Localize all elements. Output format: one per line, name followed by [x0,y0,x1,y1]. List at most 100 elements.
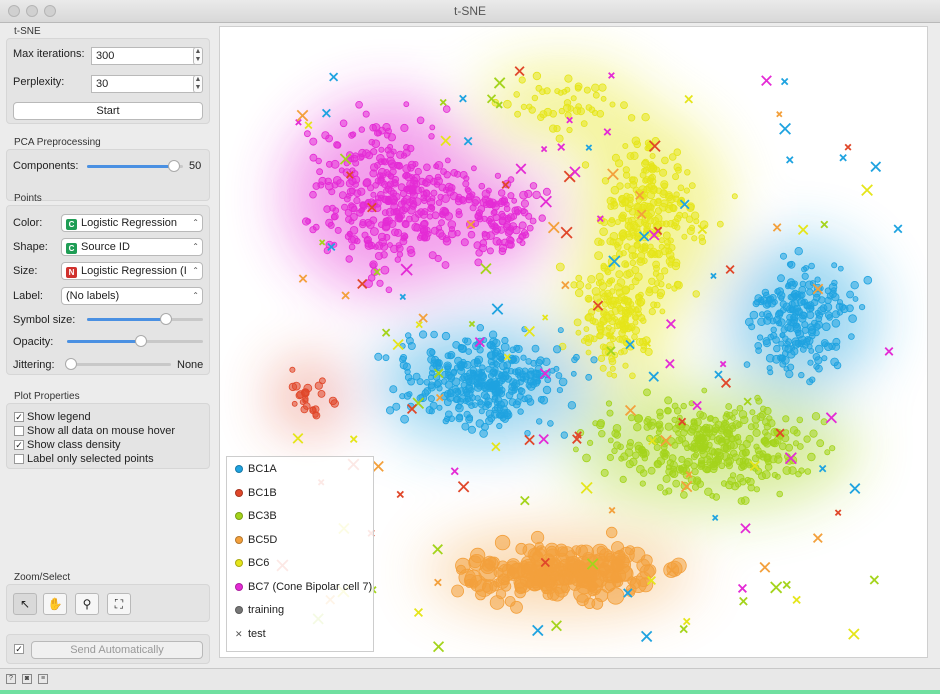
data-point [598,430,606,438]
data-point [338,191,347,200]
symbol-size-slider-knob[interactable] [160,313,172,325]
show-all-data-checkbox[interactable] [14,426,24,436]
report-icon[interactable]: ◙ [22,674,32,684]
data-point [429,349,436,356]
data-point [526,398,535,406]
test-point-cross [740,523,751,534]
data-point [737,497,746,505]
test-point-cross [648,371,659,382]
data-point [585,349,592,356]
jittering-slider[interactable] [65,358,171,372]
data-point [395,244,404,253]
test-point-cross [327,242,336,252]
data-point [371,139,381,148]
data-point [778,442,787,451]
test-point-cross [625,339,635,350]
data-point [374,251,383,260]
tsne-section-title: t-SNE [14,26,41,37]
data-point [590,570,609,588]
help-icon[interactable]: ? [6,674,16,684]
data-point [852,296,859,302]
data-point [751,414,761,424]
data-point [403,144,410,151]
data-point [815,364,823,373]
shape-combo-value: Source ID [81,241,130,253]
close-window-button[interactable] [8,5,20,17]
data-point [553,365,560,372]
perplexity-label: Perplexity: [13,76,65,88]
data-point [779,332,786,338]
label-combo[interactable]: (No labels) ⌃ [61,287,203,305]
max-iterations-stepper[interactable]: ▲ ▼ [193,47,203,65]
data-point [671,222,678,230]
color-combo[interactable]: C Logistic Regression ⌃ [61,214,203,232]
data-point [575,274,583,282]
scatter-plot-canvas[interactable] [220,27,928,658]
data-point [667,437,676,446]
data-point [718,462,726,470]
send-automatically-checkbox[interactable]: ✓ [14,644,24,654]
data-point [494,172,501,179]
zoom-icon[interactable]: ⚲ [75,593,99,615]
data-point [814,320,823,329]
label-selected-checkbox[interactable] [14,454,24,464]
components-slider-knob[interactable] [168,160,180,172]
legend-item-0: BC1A [235,463,277,475]
data-point [656,484,664,491]
tsne-plot[interactable]: BC1A BC1B BC3B BC5D BC6 BC7 (Cone Bipolar cel… [219,26,928,658]
data-point [557,327,564,334]
show-class-density-checkbox[interactable]: ✓ [14,440,24,450]
size-combo[interactable]: N Logistic Regression (I ⌃ [61,262,203,280]
test-point-cross [812,533,823,543]
test-point-cross [295,118,302,126]
data-point [591,287,601,296]
info-icon[interactable]: ≡ [38,674,48,684]
data-point [442,235,450,243]
minimize-window-button[interactable] [26,5,38,17]
data-point [762,291,770,299]
perplexity-input[interactable]: 30 [91,75,195,93]
data-point [641,112,650,122]
data-point [536,418,543,425]
data-point [731,193,738,200]
data-point [806,378,814,386]
test-point-cross [797,224,809,235]
data-point [585,296,592,303]
data-point [758,296,765,303]
data-point [453,395,462,403]
test-point-cross [678,417,687,426]
data-point [557,565,569,577]
data-point [444,212,454,221]
jittering-slider-knob[interactable] [65,358,77,370]
shape-combo[interactable]: C Source ID ⌃ [61,238,203,256]
show-legend-checkbox[interactable]: ✓ [14,412,24,422]
legend-item-3: BC5D [235,534,277,546]
data-point [581,161,590,169]
start-button[interactable]: Start [13,102,203,120]
opacity-slider[interactable] [67,335,203,349]
data-point [367,184,375,192]
pointer-icon[interactable]: ↖ [13,593,37,615]
data-point [672,479,681,488]
data-point [701,425,708,432]
pan-hand-icon[interactable]: ✋ [43,593,67,615]
data-point [806,301,815,310]
opacity-slider-knob[interactable] [135,335,147,347]
send-automatically-button[interactable]: Send Automatically [31,641,203,659]
data-point [608,217,615,224]
data-point [397,183,406,192]
data-point [497,412,505,420]
data-point [622,143,629,150]
data-point [543,107,552,117]
zoom-window-button[interactable] [44,5,56,17]
perplexity-stepper[interactable]: ▲ ▼ [193,75,203,93]
data-point [736,421,743,428]
data-point [506,213,515,222]
data-point [662,474,671,483]
fit-icon[interactable]: ⛶ [107,593,131,615]
components-slider[interactable] [87,160,183,174]
data-point [631,313,639,321]
symbol-size-slider[interactable] [87,313,203,327]
data-point [458,344,468,354]
max-iterations-input[interactable]: 300 [91,47,195,65]
